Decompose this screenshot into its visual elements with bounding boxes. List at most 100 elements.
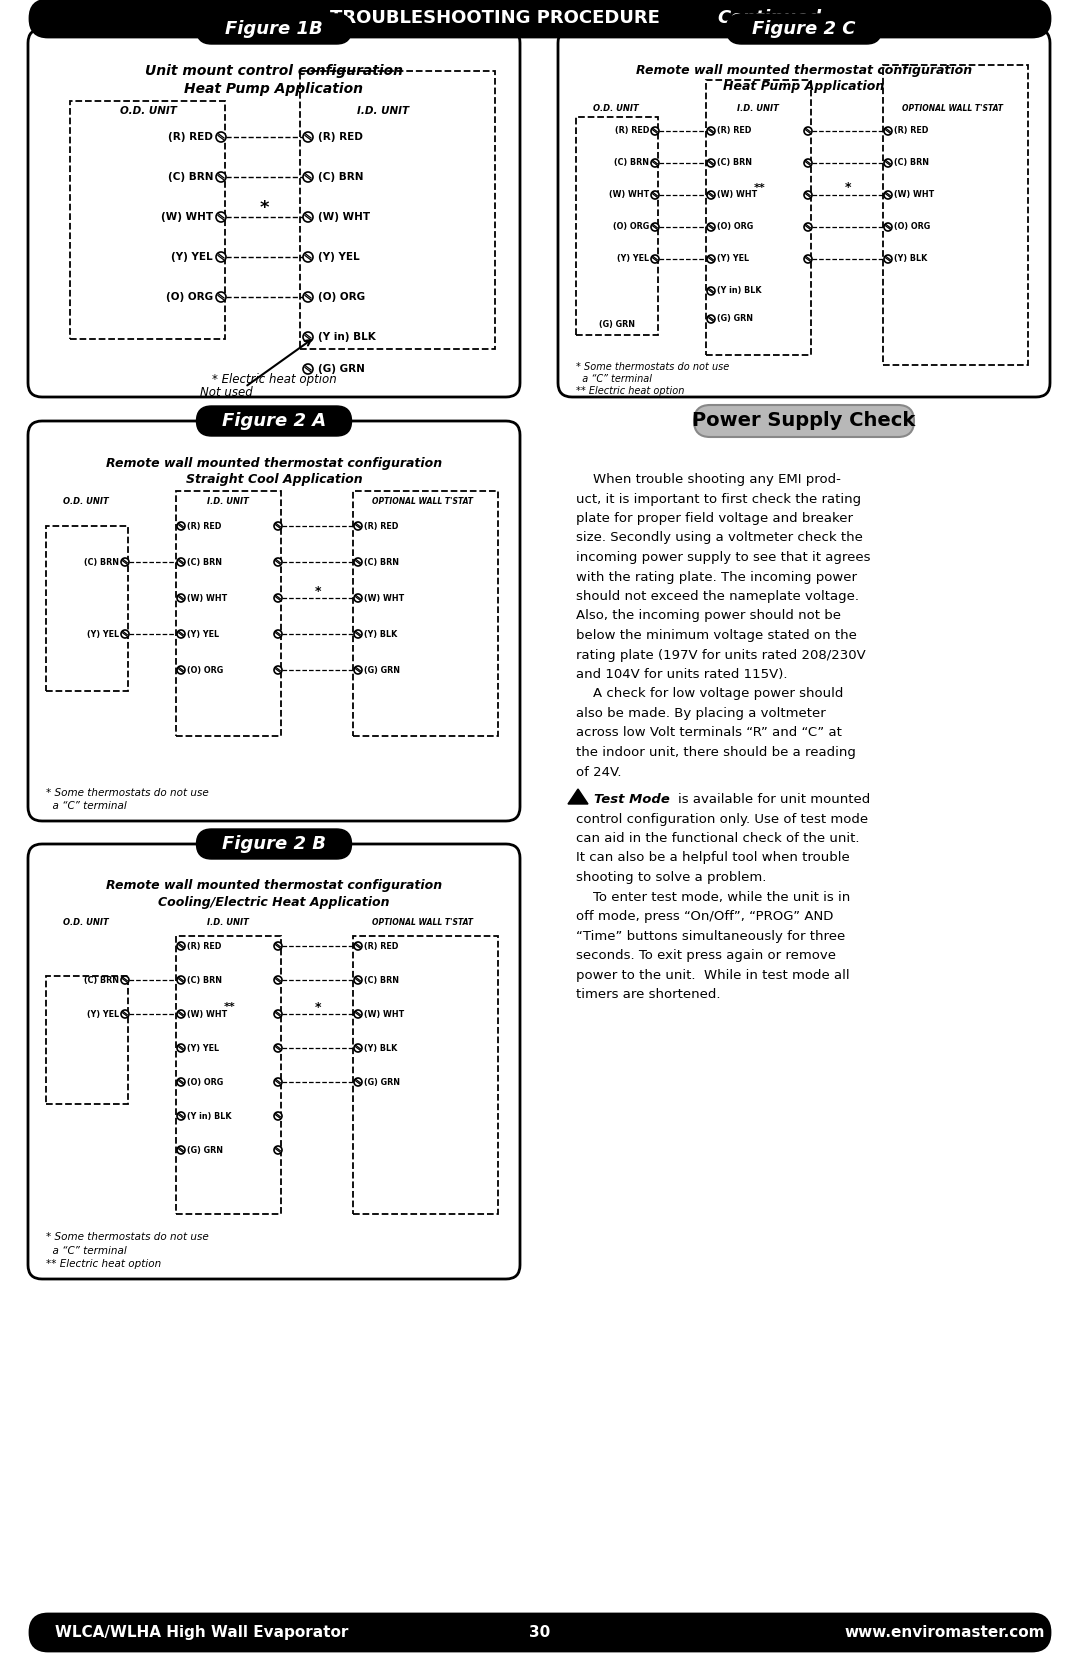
Text: (R) RED: (R) RED	[168, 132, 213, 142]
FancyBboxPatch shape	[197, 829, 351, 860]
Circle shape	[177, 594, 185, 603]
Text: (W) WHT: (W) WHT	[364, 1010, 404, 1018]
Text: I.D. UNIT: I.D. UNIT	[356, 107, 409, 117]
Text: Heat Pump Application: Heat Pump Application	[724, 80, 885, 93]
Text: size. Secondly using a voltmeter check the: size. Secondly using a voltmeter check t…	[576, 531, 863, 544]
Text: (W) WHT: (W) WHT	[609, 190, 649, 200]
Circle shape	[804, 159, 812, 167]
Circle shape	[121, 1010, 129, 1018]
Circle shape	[804, 127, 812, 135]
Text: Test Mode: Test Mode	[594, 793, 670, 806]
Text: Cooling/Electric Heat Application: Cooling/Electric Heat Application	[159, 896, 390, 908]
Circle shape	[216, 292, 226, 302]
Circle shape	[885, 224, 892, 230]
Text: Remote wall mounted thermostat configuration: Remote wall mounted thermostat configura…	[636, 65, 972, 77]
Circle shape	[274, 1147, 282, 1153]
Text: TROUBLESHOOTING PROCEDURE: TROUBLESHOOTING PROCEDURE	[330, 10, 666, 27]
Text: It can also be a helpful tool when trouble: It can also be a helpful tool when troub…	[576, 851, 850, 865]
Text: (Y) YEL: (Y) YEL	[187, 629, 219, 639]
Circle shape	[274, 976, 282, 985]
Circle shape	[651, 190, 659, 199]
Text: Figure 2 A: Figure 2 A	[221, 412, 326, 431]
Text: When trouble shooting any EMI prod-: When trouble shooting any EMI prod-	[576, 472, 841, 486]
Circle shape	[274, 941, 282, 950]
Text: with the rating plate. The incoming power: with the rating plate. The incoming powe…	[576, 571, 858, 584]
Text: (Y) YEL: (Y) YEL	[318, 252, 360, 262]
Text: O.D. UNIT: O.D. UNIT	[63, 918, 109, 926]
Circle shape	[121, 557, 129, 566]
Text: (G) GRN: (G) GRN	[364, 666, 400, 674]
Text: (G) GRN: (G) GRN	[599, 319, 635, 329]
Text: OPTIONAL WALL T'STAT: OPTIONAL WALL T'STAT	[903, 105, 1003, 113]
Circle shape	[216, 172, 226, 182]
Text: (C) BRN: (C) BRN	[84, 975, 119, 985]
Text: (O) ORG: (O) ORG	[612, 222, 649, 232]
Text: should not exceed the nameplate voltage.: should not exceed the nameplate voltage.	[576, 591, 859, 603]
Circle shape	[354, 976, 362, 985]
Text: (Y in) BLK: (Y in) BLK	[318, 332, 376, 342]
FancyBboxPatch shape	[558, 28, 1050, 397]
Text: of 24V.: of 24V.	[576, 766, 621, 778]
Circle shape	[707, 159, 715, 167]
Polygon shape	[568, 789, 588, 804]
Text: * Some thermostats do not use: * Some thermostats do not use	[46, 1232, 208, 1242]
Text: * Electric heat option: * Electric heat option	[212, 372, 336, 386]
Circle shape	[804, 224, 812, 230]
Circle shape	[651, 255, 659, 264]
Circle shape	[177, 557, 185, 566]
Circle shape	[707, 224, 715, 230]
FancyBboxPatch shape	[694, 406, 914, 437]
Circle shape	[707, 127, 715, 135]
Text: (O) ORG: (O) ORG	[717, 222, 753, 232]
Circle shape	[707, 190, 715, 199]
Circle shape	[121, 976, 129, 985]
Text: (W) WHT: (W) WHT	[364, 594, 404, 603]
Text: O.D. UNIT: O.D. UNIT	[120, 107, 176, 117]
Text: O.D. UNIT: O.D. UNIT	[63, 496, 109, 506]
Text: Heat Pump Application: Heat Pump Application	[185, 82, 364, 97]
Text: (Y) YEL: (Y) YEL	[86, 629, 119, 639]
Text: below the minimum voltage stated on the: below the minimum voltage stated on the	[576, 629, 856, 643]
Bar	[353, 936, 498, 1213]
Text: (R) RED: (R) RED	[187, 941, 221, 951]
Text: *: *	[260, 199, 269, 217]
FancyBboxPatch shape	[30, 0, 1050, 37]
Bar	[706, 80, 811, 355]
Text: a “C” terminal: a “C” terminal	[576, 374, 652, 384]
Circle shape	[651, 224, 659, 230]
Text: (W) WHT: (W) WHT	[187, 1010, 227, 1018]
Text: *: *	[314, 1000, 321, 1013]
Circle shape	[303, 292, 313, 302]
Circle shape	[303, 172, 313, 182]
Text: (C) BRN: (C) BRN	[894, 159, 929, 167]
Text: (W) WHT: (W) WHT	[161, 212, 213, 222]
FancyBboxPatch shape	[197, 406, 351, 436]
Text: (W) WHT: (W) WHT	[187, 594, 227, 603]
Text: a “C” terminal: a “C” terminal	[46, 1247, 126, 1257]
Text: control configuration only. Use of test mode: control configuration only. Use of test …	[576, 813, 868, 826]
Text: (G) GRN: (G) GRN	[318, 364, 365, 374]
Text: ** Electric heat option: ** Electric heat option	[46, 1258, 161, 1268]
Text: (C) BRN: (C) BRN	[615, 159, 649, 167]
Text: (O) ORG: (O) ORG	[187, 1078, 224, 1087]
Text: * Some thermostats do not use: * Some thermostats do not use	[576, 362, 729, 372]
Text: (W) WHT: (W) WHT	[717, 190, 757, 200]
Text: (Y) YEL: (Y) YEL	[172, 252, 213, 262]
Circle shape	[354, 522, 362, 531]
Text: (C) BRN: (C) BRN	[364, 975, 399, 985]
FancyBboxPatch shape	[30, 1614, 1050, 1651]
Text: Remote wall mounted thermostat configuration: Remote wall mounted thermostat configura…	[106, 457, 442, 469]
Circle shape	[274, 1112, 282, 1120]
Text: shooting to solve a problem.: shooting to solve a problem.	[576, 871, 767, 885]
Bar	[576, 117, 658, 335]
Circle shape	[177, 1010, 185, 1018]
Circle shape	[804, 255, 812, 264]
Circle shape	[354, 629, 362, 638]
Circle shape	[274, 629, 282, 638]
Circle shape	[303, 212, 313, 222]
Text: (R) RED: (R) RED	[615, 127, 649, 135]
Circle shape	[303, 132, 313, 142]
Text: (Y) BLK: (Y) BLK	[364, 1043, 397, 1053]
Circle shape	[177, 941, 185, 950]
Circle shape	[121, 629, 129, 638]
